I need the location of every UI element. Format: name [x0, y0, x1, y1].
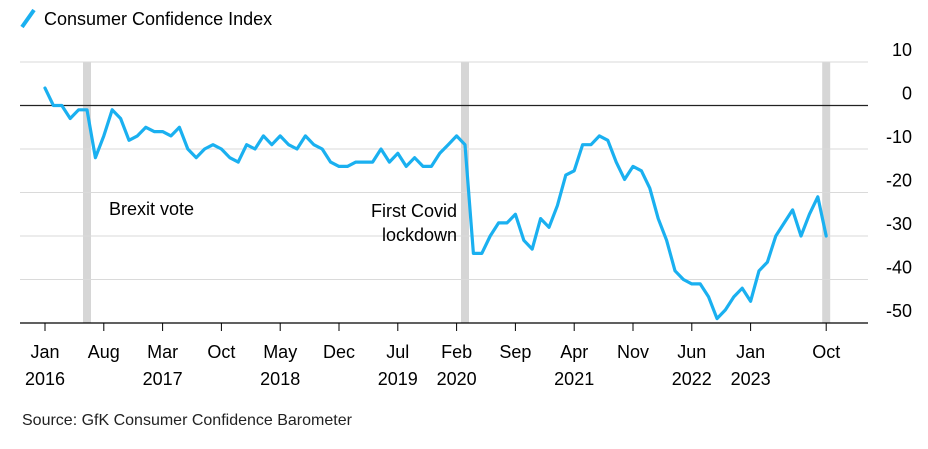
x-tick-month-label: Oct	[812, 342, 840, 362]
annotation-brexit-vote: Brexit vote	[109, 199, 194, 219]
x-tick-year-label: 2022	[672, 369, 712, 389]
x-tick-month-label: May	[263, 342, 297, 362]
x-tick-year-label: 2018	[260, 369, 300, 389]
x-tick-month-label: Jul	[386, 342, 409, 362]
x-tick-year-label: 2019	[378, 369, 418, 389]
x-tick-month-label: Oct	[207, 342, 235, 362]
annotation-covid-lockdown: First Covid	[371, 201, 457, 221]
x-tick-month-label: Jan	[736, 342, 765, 362]
series-layer	[43, 86, 828, 321]
gridlines	[20, 61, 868, 324]
x-tick-month-label: Jun	[677, 342, 706, 362]
y-tick-label: -10	[886, 127, 912, 147]
x-tick-month-label: Aug	[88, 342, 120, 362]
y-axis-ticks: 10 0 -10 -20 -30 -40 -50	[886, 40, 912, 321]
y-tick-label: -40	[886, 258, 912, 278]
y-tick-label: 0	[902, 84, 912, 104]
series-line	[43, 86, 828, 321]
x-tick-year-label: 2023	[731, 369, 771, 389]
y-tick-label: 10	[892, 40, 912, 60]
x-tick-month-label: Jan	[30, 342, 59, 362]
x-tick-month-label: Mar	[147, 342, 178, 362]
annotation-covid-lockdown: lockdown	[382, 225, 457, 245]
annotations: Brexit vote First Covid lockdown	[109, 199, 457, 245]
y-tick-label: -30	[886, 214, 912, 234]
x-tick-month-label: Dec	[323, 342, 355, 362]
y-tick-label: -50	[886, 301, 912, 321]
legend-swatch	[20, 8, 36, 29]
x-tick-year-label: 2016	[25, 369, 65, 389]
legend: Consumer Confidence Index	[20, 8, 272, 29]
x-tick-month-label: Nov	[617, 342, 649, 362]
x-tick-year-label: 2020	[437, 369, 477, 389]
x-tick-month-label: Feb	[441, 342, 472, 362]
x-tick-month-label: Sep	[499, 342, 531, 362]
y-tick-label: -20	[886, 171, 912, 191]
x-tick-year-label: 2017	[143, 369, 183, 389]
x-tick-month-label: Apr	[560, 342, 588, 362]
x-axis: Jan 2016 Aug Mar 2017 Oct May 2018 Dec Jul 2019 Feb…	[20, 322, 868, 389]
source-note: Source: GfK Consumer Confidence Baromete…	[22, 412, 353, 429]
x-tick-year-label: 2021	[554, 369, 594, 389]
legend-label: Consumer Confidence Index	[44, 9, 272, 29]
